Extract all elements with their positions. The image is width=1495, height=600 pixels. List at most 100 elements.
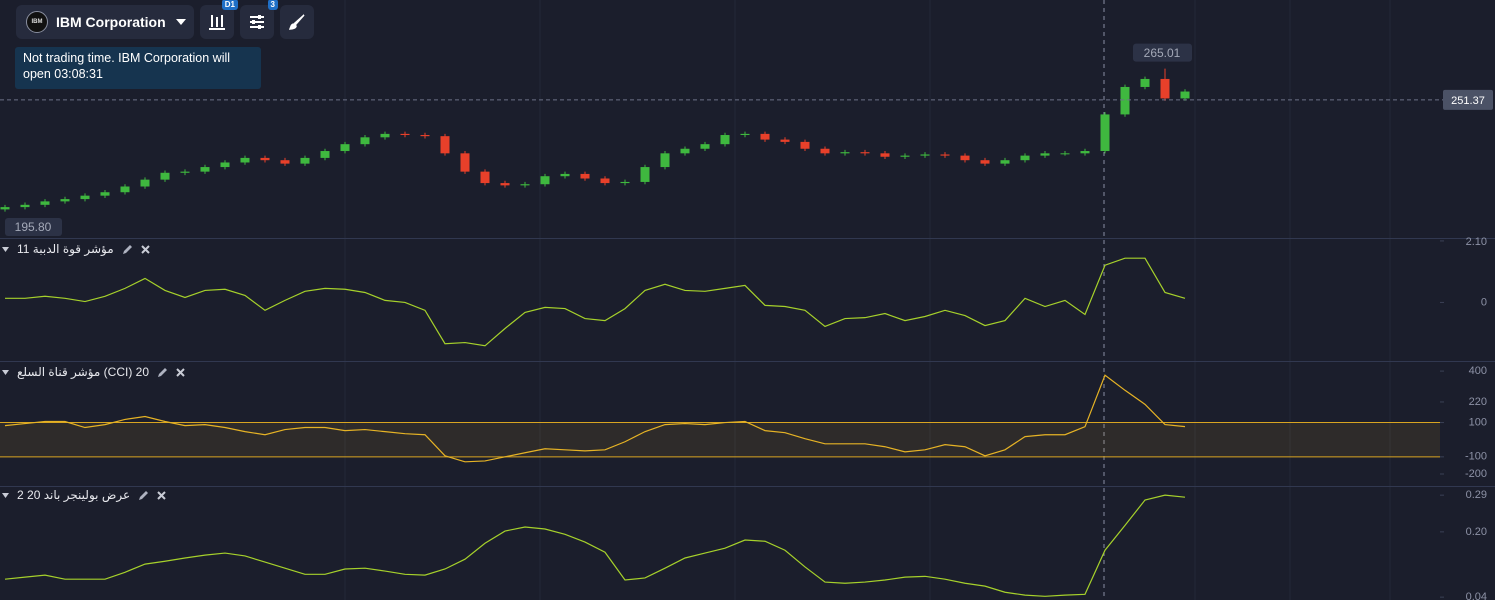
candle-body (580, 173, 590, 179)
candle-body (680, 148, 690, 154)
candle-body (360, 137, 370, 145)
candle-body (340, 144, 350, 152)
candle-body (880, 153, 890, 157)
candle-body (20, 204, 30, 208)
candle-body (320, 151, 330, 158)
candle-body (1100, 114, 1110, 152)
indicators-button[interactable]: 3 (240, 0, 278, 39)
candle-body (120, 186, 130, 193)
candle-body (740, 133, 750, 136)
candle-body (1040, 153, 1050, 156)
candle-body (460, 153, 470, 172)
timeframe-button[interactable]: D1 (200, 0, 238, 39)
symbol-name: IBM Corporation (56, 14, 166, 30)
candle-body (160, 172, 170, 180)
candle-body (200, 167, 210, 172)
edit-icon[interactable] (138, 490, 149, 501)
level-band (0, 422, 1440, 457)
y-tick-label: 100 (1469, 416, 1487, 428)
brush-icon (289, 14, 305, 30)
candle-body (520, 184, 530, 186)
dropdown-arrow (175, 19, 186, 25)
candle-body (380, 133, 390, 138)
remove-icon[interactable] (176, 367, 185, 377)
candle-body (300, 157, 310, 164)
candle-body (1060, 153, 1070, 155)
candle-body (420, 135, 430, 137)
symbol-selector[interactable]: IBM IBM Corporation (16, 5, 194, 39)
y-tick-label: 0.29 (1466, 489, 1487, 501)
panel-separators (0, 238, 1495, 487)
candle-body (640, 167, 650, 182)
y-tick-label: 2.10 (1466, 236, 1487, 248)
remove-icon[interactable] (140, 244, 150, 254)
indicator-title: عرض بولينجر باند 20 2 (17, 488, 131, 502)
indicator-label: مؤشر قناة السلع (CCI) 20 (2, 364, 185, 380)
candle-body (780, 139, 790, 142)
sliders-icon (250, 15, 264, 29)
last-price-box (1443, 89, 1493, 110)
candle-body (700, 144, 710, 149)
collapse-arrow[interactable] (2, 492, 9, 498)
candle-body (940, 154, 950, 156)
trading-notice: Not trading time. IBM Corporation will o… (15, 47, 261, 89)
candle-body (0, 207, 10, 210)
candle-body (1180, 91, 1190, 99)
y-tick-label: 400 (1469, 365, 1487, 377)
drawing-button[interactable] (280, 5, 314, 39)
y-tick-label: 220 (1469, 396, 1487, 408)
y-tick-label: 0.20 (1466, 526, 1487, 538)
candle-body (720, 135, 730, 145)
indicator-title: 11 مؤشر قوة الدببة (17, 242, 114, 256)
candle-body (440, 136, 450, 154)
last-price-label: 251.37 (1451, 95, 1485, 107)
candle-body (60, 199, 70, 202)
indicator-label: عرض بولينجر باند 20 2 (2, 487, 166, 503)
candle-body (180, 171, 190, 173)
collapse-arrow[interactable] (2, 246, 9, 252)
y-tick-label: 0.04 (1466, 591, 1487, 600)
indicator-label: 11 مؤشر قوة الدببة (2, 241, 150, 257)
edit-icon[interactable] (157, 367, 168, 378)
candle-body (560, 173, 570, 177)
high-price-label: 265.01 (1144, 46, 1181, 60)
candle-body (1160, 78, 1170, 99)
candle-body (600, 178, 610, 184)
symbol-icon: IBM (26, 11, 48, 33)
candles-icon (209, 15, 225, 30)
candle-body (800, 141, 810, 149)
candle-body (660, 153, 670, 168)
candle-body (900, 155, 910, 157)
candle-body (140, 179, 150, 187)
indicator-line (4, 494, 1186, 597)
low-price-box (5, 218, 62, 237)
remove-icon[interactable] (157, 490, 166, 500)
edit-icon[interactable] (122, 244, 133, 255)
candle-body (820, 148, 830, 154)
candle-body (960, 155, 970, 161)
candle-body (240, 157, 250, 163)
candle-body (1140, 78, 1150, 87)
y-tick-label: -200 (1465, 468, 1487, 480)
candle-body (220, 162, 230, 168)
collapse-arrow[interactable] (2, 369, 9, 375)
candle-body (80, 195, 90, 200)
y-tick-label: 0 (1481, 296, 1487, 308)
candle-body (980, 160, 990, 164)
candle-body (280, 160, 290, 164)
candle-body (400, 133, 410, 136)
candle-body (840, 152, 850, 154)
candle-body (860, 152, 870, 154)
candle-body (1020, 155, 1030, 161)
grid (344, 0, 1391, 600)
candle-body (1120, 86, 1130, 115)
candle-body (480, 171, 490, 184)
candle-body (260, 157, 270, 161)
low-price-label: 195.80 (15, 220, 52, 234)
candle-body (920, 154, 930, 156)
indicator-line (5, 257, 1186, 347)
indicator-title: مؤشر قناة السلع (CCI) 20 (17, 365, 150, 379)
candle-body (540, 176, 550, 185)
